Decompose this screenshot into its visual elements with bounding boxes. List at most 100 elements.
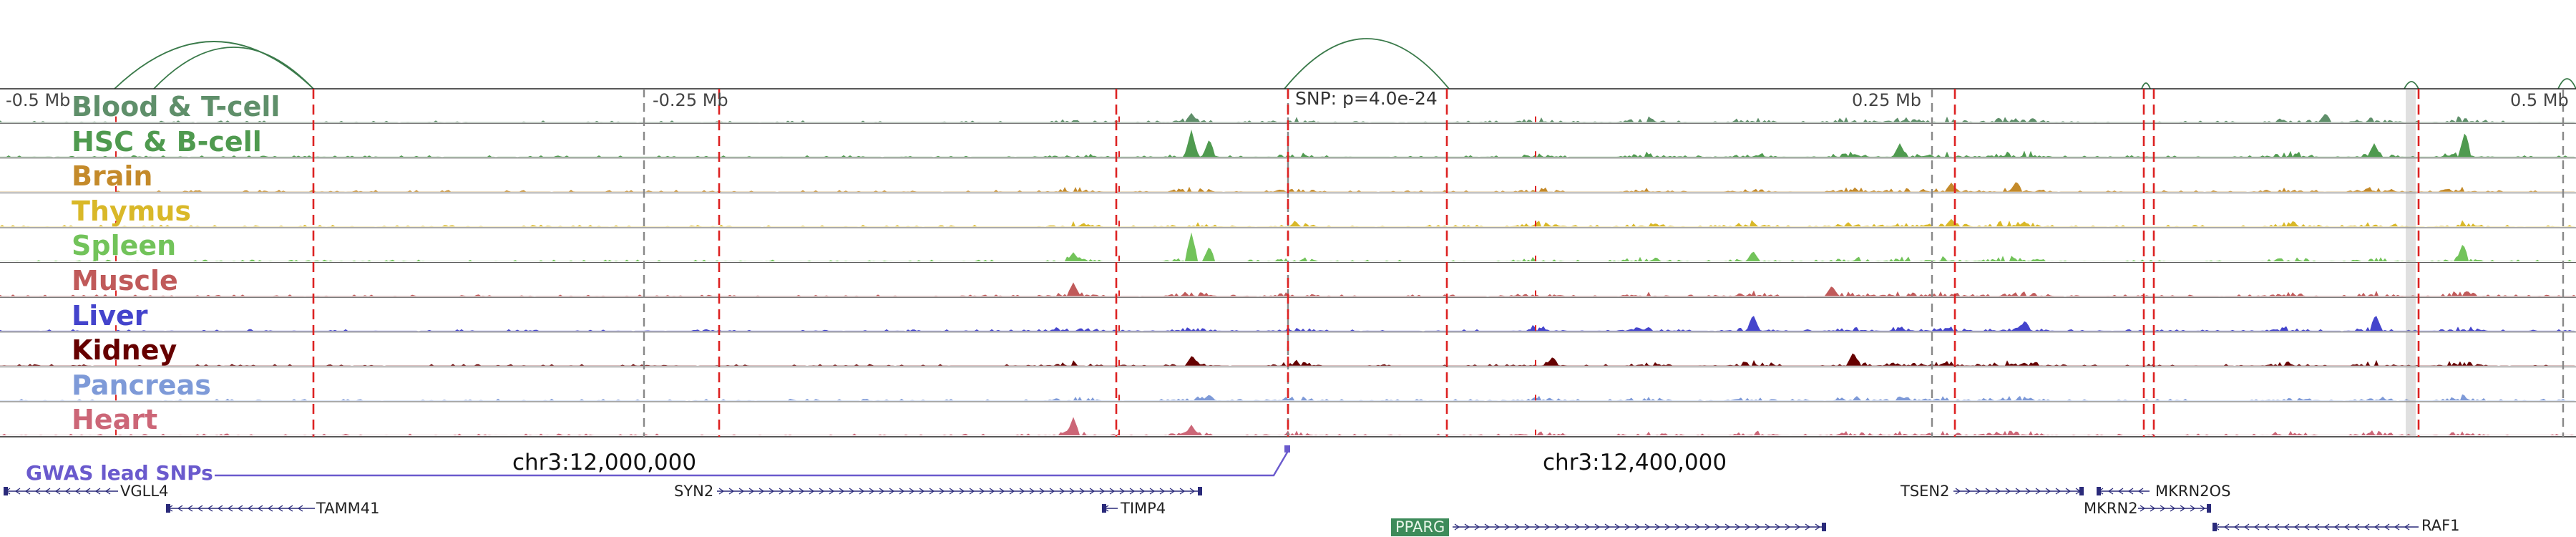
strand-arrow-icon (104, 488, 111, 495)
strand-arrow-icon (809, 488, 815, 495)
strand-arrow-icon (1584, 523, 1591, 531)
strand-arrow-icon (999, 488, 1005, 495)
strand-arrow-icon (247, 505, 253, 512)
strand-arrow-icon (929, 488, 935, 495)
gene-label-tamm41[interactable]: TAMM41 (316, 500, 380, 517)
strand-arrow-icon (267, 505, 273, 512)
gene-label-mkrn2[interactable]: MKRN2 (2084, 500, 2138, 517)
strand-arrow-icon (2343, 523, 2350, 531)
strand-arrow-icon (728, 488, 735, 495)
signal-heart (0, 417, 2576, 435)
strand-arrow-icon (2404, 523, 2410, 531)
gene-exon (4, 487, 8, 495)
strand-arrow-icon (1694, 523, 1701, 531)
gene-label-pparg[interactable]: PPARG (1391, 518, 1450, 536)
strand-arrow-icon (207, 505, 213, 512)
strand-arrow-icon (34, 488, 41, 495)
strand-arrow-icon (979, 488, 985, 495)
strand-arrow-icon (2283, 523, 2290, 531)
strand-arrow-icon (1654, 523, 1661, 531)
strand-arrow-icon (769, 488, 775, 495)
strand-arrow-icon (1955, 488, 1961, 495)
strand-arrow-icon (1724, 523, 1731, 531)
gene-label-timp4[interactable]: TIMP4 (1121, 500, 1166, 517)
strand-arrow-icon (1109, 488, 1116, 495)
strand-arrow-icon (1484, 523, 1491, 531)
strand-arrow-icon (1049, 488, 1055, 495)
track-label-liver: Liver (72, 299, 148, 332)
strand-arrow-icon (1039, 488, 1045, 495)
strand-arrow-icon (2045, 488, 2051, 495)
strand-arrow-icon (2323, 523, 2330, 531)
strand-arrow-icon (1189, 488, 1196, 495)
tick-label-0-25-mb: 0.25 Mb (1852, 90, 1922, 110)
strand-arrow-icon (1149, 488, 1156, 495)
strand-arrow-icon (1464, 523, 1470, 531)
strand-arrow-icon (1129, 488, 1136, 495)
strand-arrow-icon (959, 488, 965, 495)
strand-arrow-icon (1119, 488, 1126, 495)
strand-arrow-icon (1745, 523, 1751, 531)
strand-arrow-icon (257, 505, 263, 512)
strand-arrow-icon (187, 505, 193, 512)
strand-arrow-icon (909, 488, 915, 495)
strand-arrow-icon (24, 488, 31, 495)
strand-arrow-icon (2025, 488, 2031, 495)
strand-arrow-icon (1029, 488, 1035, 495)
tick-label-0-5-mb: 0.5 Mb (2510, 90, 2569, 110)
strand-arrow-icon (1159, 488, 1166, 495)
gene-label-vgll4[interactable]: VGLL4 (120, 483, 169, 500)
strand-arrow-icon (2353, 523, 2360, 531)
signal-thymus (0, 218, 2576, 227)
track-label-heart: Heart (72, 404, 158, 436)
strand-arrow-icon (44, 488, 51, 495)
strand-arrow-icon (2127, 488, 2134, 495)
strand-arrow-icon (899, 488, 905, 495)
strand-arrow-icon (758, 488, 765, 495)
strand-arrow-icon (227, 505, 233, 512)
track-label-blood-t-cell: Blood & T-cell (72, 91, 280, 122)
strand-arrow-icon (2200, 505, 2206, 512)
strand-arrow-icon (1604, 523, 1611, 531)
gene-exon (2212, 523, 2217, 531)
strand-arrow-icon (2065, 488, 2072, 495)
strand-arrow-icon (1099, 488, 1106, 495)
strand-arrow-icon (1514, 523, 1521, 531)
gene-label-tsen2[interactable]: TSEN2 (1901, 483, 1950, 500)
strand-arrow-icon (1644, 523, 1651, 531)
gene-label-mkrn2os[interactable]: MKRN2OS (2155, 483, 2231, 500)
strand-arrow-icon (2303, 523, 2310, 531)
strand-arrow-icon (919, 488, 925, 495)
strand-arrow-icon (2180, 505, 2186, 512)
gene-label-raf1[interactable]: RAF1 (2421, 517, 2460, 534)
gwas-lead-snp-marker (1284, 445, 1290, 453)
strand-arrow-icon (839, 488, 845, 495)
strand-arrow-icon (859, 488, 865, 495)
strand-arrow-icon (2273, 523, 2280, 531)
strand-arrow-icon (74, 488, 81, 495)
strand-arrow-icon (718, 488, 725, 495)
strand-arrow-icon (889, 488, 895, 495)
strand-arrow-icon (1775, 523, 1781, 531)
strand-arrow-icon (1534, 523, 1541, 531)
strand-arrow-icon (2170, 505, 2176, 512)
strand-arrow-icon (2223, 523, 2230, 531)
strand-arrow-icon (2243, 523, 2250, 531)
track-label-spleen: Spleen (72, 230, 177, 262)
strand-arrow-icon (1594, 523, 1601, 531)
strand-arrow-icon (1574, 523, 1581, 531)
strand-arrow-icon (2233, 523, 2240, 531)
interaction-arc (1284, 38, 1450, 90)
strand-arrow-icon (2313, 523, 2320, 531)
strand-arrow-icon (1674, 523, 1681, 531)
strand-arrow-icon (84, 488, 91, 495)
strand-arrow-icon (1684, 523, 1691, 531)
gene-label-syn2[interactable]: SYN2 (674, 483, 714, 500)
strand-arrow-icon (849, 488, 855, 495)
strand-arrow-icon (1714, 523, 1721, 531)
strand-arrow-icon (1624, 523, 1631, 531)
strand-arrow-icon (819, 488, 825, 495)
